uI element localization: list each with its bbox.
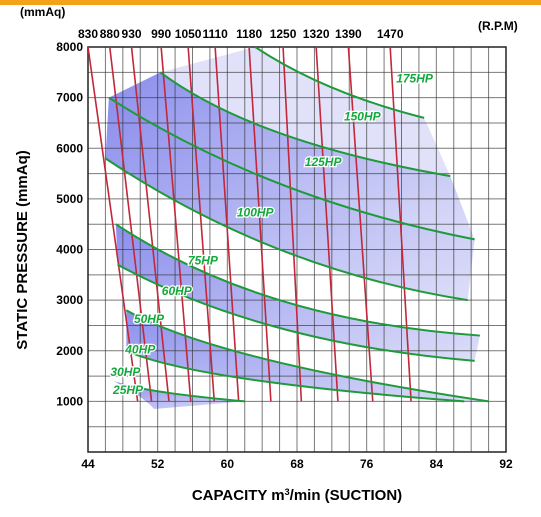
- rpm-line-830: [88, 47, 139, 402]
- rpm-line-880: [108, 47, 153, 402]
- y-tick-label: 5000: [56, 192, 83, 206]
- hp-label-60hp: 60HP: [162, 284, 193, 298]
- rpm-label-1320: 1320: [303, 27, 330, 41]
- hp-curve-150hp: [159, 71, 451, 178]
- rpm-line-1320: [315, 47, 339, 402]
- y-tick-label: 7000: [56, 91, 83, 105]
- y-tick-label: 1000: [56, 394, 83, 408]
- x-axis-title-superscript: 3: [285, 487, 290, 497]
- rpm-line-930: [130, 47, 170, 402]
- rpm-line-1470: [389, 47, 412, 402]
- hp-label-40hp: 40HP: [124, 342, 156, 356]
- hp-band-175hp-150hp: [160, 47, 451, 177]
- x-tick-label: 60: [221, 457, 235, 471]
- x-tick-label: 84: [430, 457, 444, 471]
- hp-label-150hp: 150HP: [344, 109, 382, 123]
- hp-curve-40hp: [125, 349, 465, 403]
- hp-labels: 175HP 150HP 125HP 100HP 75HP 60HP 50HP 40HP 30HP…: [109, 70, 435, 398]
- x-tick-label: 68: [290, 457, 304, 471]
- rpm-label-1050: 1050: [175, 27, 202, 41]
- rpm-line-1390: [347, 47, 374, 402]
- hp-label-30hp: 30HP: [110, 365, 141, 379]
- hp-curve-100hp: [104, 157, 468, 302]
- hp-band-75hp-60hp: [115, 224, 480, 361]
- rpm-label-1470: 1470: [377, 27, 404, 41]
- y-axis-title: STATIC PRESSURE (mmAq): [14, 150, 31, 349]
- hp-curve-60hp: [117, 263, 475, 362]
- axes: 830 880 930 990 1050 1110 1180 1250 1320 1390 1470…: [56, 27, 513, 471]
- x-axis-title-main: CAPACITY m: [192, 487, 285, 504]
- rpm-label-1390: 1390: [335, 27, 362, 41]
- rpm-unit-label: (R.P.M): [478, 19, 518, 33]
- x-tick-label: 44: [81, 457, 95, 471]
- rpm-label-1180: 1180: [236, 27, 262, 41]
- rpm-label-990: 990: [151, 27, 171, 41]
- y-tick-label: 6000: [56, 141, 83, 155]
- hp-band-50hp-40hp: [126, 310, 489, 402]
- rpm-line-1250: [282, 47, 303, 402]
- x-tick-label: 76: [360, 457, 374, 471]
- hp-curve-30hp: [131, 385, 245, 403]
- rpm-label-830: 830: [78, 27, 98, 41]
- y-unit-label: (mmAq): [20, 5, 65, 19]
- rpm-line-1110: [214, 47, 240, 402]
- hp-curve-175hp: [254, 47, 425, 119]
- y-tick-label: 8000: [56, 40, 83, 54]
- y-tick-label: 2000: [56, 344, 83, 358]
- top-accent-bar: [0, 0, 541, 5]
- y-tick-label: 3000: [56, 293, 83, 307]
- hp-label-25hp: 25HP: [112, 383, 144, 397]
- y-tick-label: 4000: [56, 243, 83, 257]
- plot-border: [87, 46, 507, 453]
- hp-curve-125hp: [108, 96, 475, 241]
- rpm-lines: [88, 47, 412, 402]
- hp-band-150hp-125hp: [108, 72, 475, 240]
- rpm-label-880: 880: [100, 27, 120, 41]
- rpm-line-1180: [248, 47, 272, 402]
- hp-label-50hp: 50HP: [134, 312, 165, 326]
- hp-curve-75hp: [115, 223, 480, 337]
- rpm-label-930: 930: [122, 27, 142, 41]
- hp-curves: [104, 47, 489, 403]
- x-tick-label: 92: [499, 457, 513, 471]
- rpm-label-1110: 1110: [202, 27, 228, 41]
- hp-curve-50hp: [125, 309, 489, 403]
- hp-label-175hp: 175HP: [396, 71, 434, 85]
- hp-label-75hp: 75HP: [188, 254, 219, 268]
- rpm-line-1050: [187, 47, 216, 402]
- x-axis-title: CAPACITY m3/min (SUCTION): [192, 487, 402, 504]
- hp-label-100hp: 100HP: [237, 206, 275, 220]
- rpm-line-990: [160, 47, 192, 402]
- x-tick-label: 52: [151, 457, 165, 471]
- hp-label-125hp: 125HP: [305, 155, 343, 169]
- x-axis-title-rest: /min (SUCTION): [290, 487, 403, 504]
- rpm-label-1250: 1250: [270, 27, 297, 41]
